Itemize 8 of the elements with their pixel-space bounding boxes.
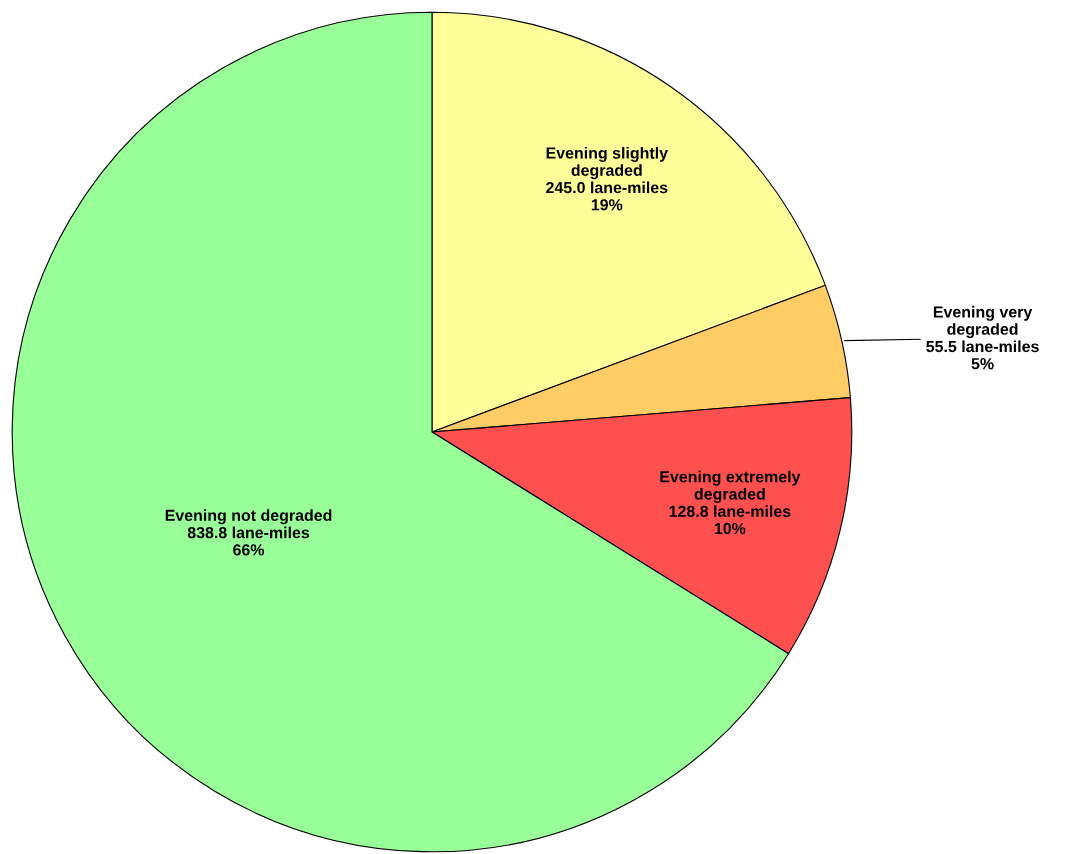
slice-label: Evening very degraded [933,305,1033,339]
data-label: 55.5 lane-miles 5% [926,340,1039,370]
slice-label: Evening slightly degraded [546,146,668,180]
data-label: 245.0 lane-miles 19% [546,181,668,211]
data-label: 128.8 lane-miles 10% [669,505,791,535]
slice-label: Evening extremely degraded [660,470,801,503]
slice-label: Evening not degraded [165,509,332,525]
data-label: 838.8 lane-miles 66% [187,526,310,556]
